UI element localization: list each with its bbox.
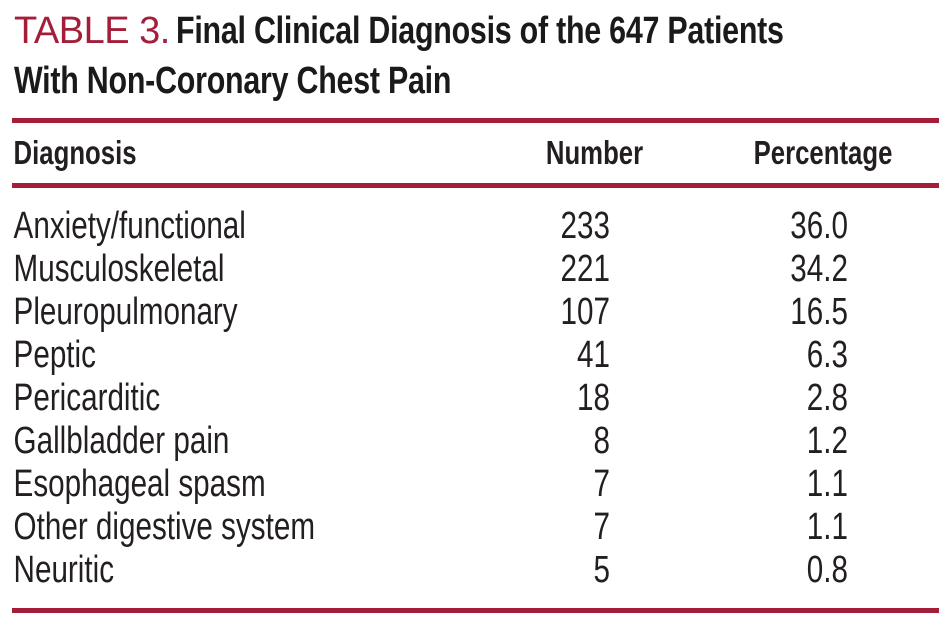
percentage-cell: 2.8 [806, 377, 848, 419]
table-number-label: TABLE 3. [14, 10, 170, 52]
diagnosis-cell: Gallbladder pain [13, 420, 230, 462]
diagnosis-cell: Neuritic [13, 549, 115, 591]
column-header-number: Number [545, 134, 644, 171]
diagnosis-cell: Other digestive system [13, 506, 316, 548]
percentage-cell: 16.5 [790, 291, 848, 333]
table-row: Pleuropulmonary 107 16.5 [12, 291, 939, 334]
table-row: Esophageal spasm 7 1.1 [12, 463, 939, 506]
number-cell: 41 [577, 334, 610, 376]
percentage-cell: 36.0 [790, 205, 848, 247]
number-cell: 233 [560, 205, 610, 247]
number-cell: 5 [593, 549, 610, 591]
table-row: Musculoskeletal 221 34.2 [12, 248, 939, 291]
table-row: Gallbladder pain 8 1.2 [12, 420, 939, 463]
number-cell: 107 [560, 291, 610, 333]
table-row: Other digestive system 7 1.1 [12, 506, 939, 549]
table-header-row: Diagnosis Number Percentage [12, 123, 939, 183]
percentage-cell: 34.2 [790, 248, 848, 290]
number-cell: 7 [593, 463, 610, 505]
table-rule-header-bottom [12, 183, 939, 188]
percentage-cell: 1.1 [806, 506, 848, 548]
diagnosis-cell: Anxiety/functional [13, 205, 246, 247]
table-row: Neuritic 5 0.8 [12, 549, 939, 592]
title-line-2: With Non-Coronary Chest Pain [14, 60, 939, 110]
table-row: Pericarditic 18 2.8 [12, 377, 939, 420]
diagnosis-cell: Pericarditic [13, 377, 161, 419]
title-text-line2: With Non-Coronary Chest Pain [14, 60, 452, 102]
percentage-cell: 0.8 [806, 549, 848, 591]
number-cell: 18 [577, 377, 610, 419]
title-text-line1: Final Clinical Diagnosis of the 647 Pati… [175, 10, 784, 52]
diagnosis-cell: Peptic [13, 334, 96, 376]
number-cell: 7 [593, 506, 610, 548]
title-line-1: TABLE 3. Final Clinical Diagnosis of the… [14, 10, 939, 60]
percentage-cell: 1.1 [806, 463, 848, 505]
table-row: Anxiety/functional 233 36.0 [12, 205, 939, 248]
table-rule-top [12, 118, 939, 123]
table-body: Anxiety/functional 233 36.0 Musculoskele… [12, 188, 939, 592]
diagnosis-cell: Esophageal spasm [13, 463, 266, 505]
percentage-cell: 1.2 [806, 420, 848, 462]
column-header-percentage: Percentage [753, 134, 893, 171]
number-cell: 8 [593, 420, 610, 462]
diagnosis-cell: Musculoskeletal [13, 248, 225, 290]
table-rule-bottom [12, 608, 939, 613]
column-header-diagnosis: Diagnosis [13, 134, 137, 171]
percentage-cell: 6.3 [806, 334, 848, 376]
diagnosis-cell: Pleuropulmonary [13, 291, 238, 333]
table-row: Peptic 41 6.3 [12, 334, 939, 377]
number-cell: 221 [560, 248, 610, 290]
page-title: TABLE 3. Final Clinical Diagnosis of the… [12, 0, 939, 110]
